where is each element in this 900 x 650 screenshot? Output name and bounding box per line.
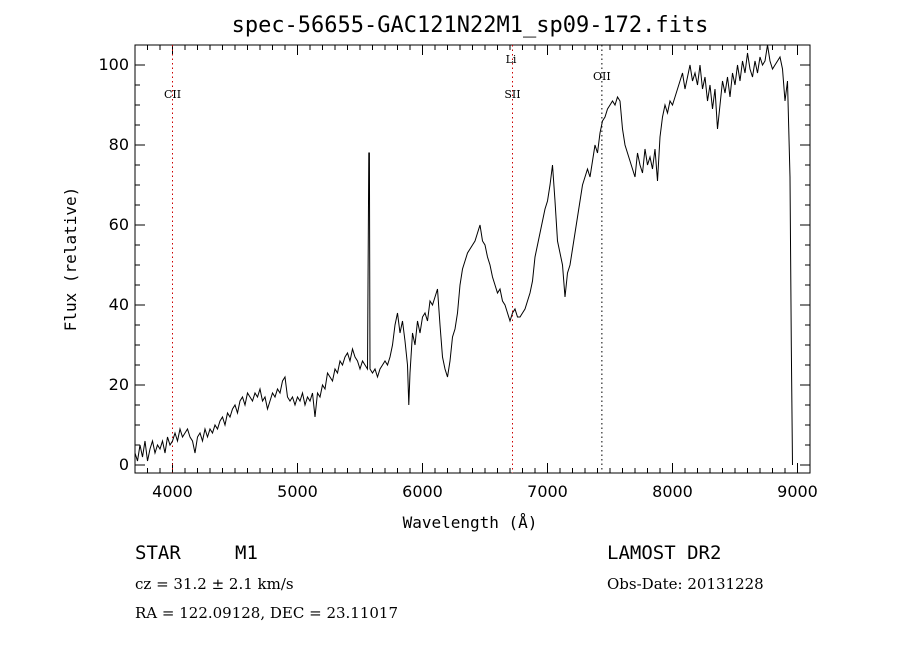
line-markers: CII Li SII OII — [164, 45, 611, 473]
x-axis-label: Wavelength (Å) — [403, 513, 538, 532]
object-type: STAR — [135, 542, 181, 564]
y-tick-label: 80 — [109, 135, 129, 154]
redshift-velocity: cz = 31.2 ± 2.1 km/s — [135, 575, 294, 593]
y-tick-label: 20 — [109, 375, 129, 394]
x-tick-label: 7000 — [527, 482, 568, 501]
y-tick-label: 100 — [98, 55, 129, 74]
y-axis-ticks: 0 20 40 60 80 100 — [98, 55, 810, 474]
spectral-line-label: CII — [164, 88, 181, 101]
spectral-line-label: SII — [504, 88, 520, 101]
y-tick-label: 0 — [119, 455, 129, 474]
spectral-line-label: OII — [593, 70, 611, 83]
spectrum-line — [134, 44, 793, 466]
x-tick-label: 8000 — [652, 482, 693, 501]
x-tick-label: 4000 — [152, 482, 193, 501]
survey-name: LAMOST DR2 — [607, 542, 722, 564]
observation-date: Obs-Date: 20131228 — [607, 575, 764, 593]
y-axis-label: Flux (relative) — [61, 187, 80, 332]
x-tick-label: 6000 — [402, 482, 443, 501]
coordinates: RA = 122.09128, DEC = 23.11017 — [135, 604, 399, 622]
x-axis-ticks: 4000 5000 6000 7000 8000 9000 — [147, 45, 818, 501]
y-tick-label: 60 — [109, 215, 129, 234]
y-tick-label: 40 — [109, 295, 129, 314]
x-tick-label: 5000 — [277, 482, 318, 501]
object-subclass: M1 — [235, 542, 258, 564]
chart-title: spec-56655-GAC121N22M1_sp09-172.fits — [232, 13, 709, 38]
x-tick-label: 9000 — [777, 482, 818, 501]
spectral-line-label: Li — [506, 53, 517, 66]
